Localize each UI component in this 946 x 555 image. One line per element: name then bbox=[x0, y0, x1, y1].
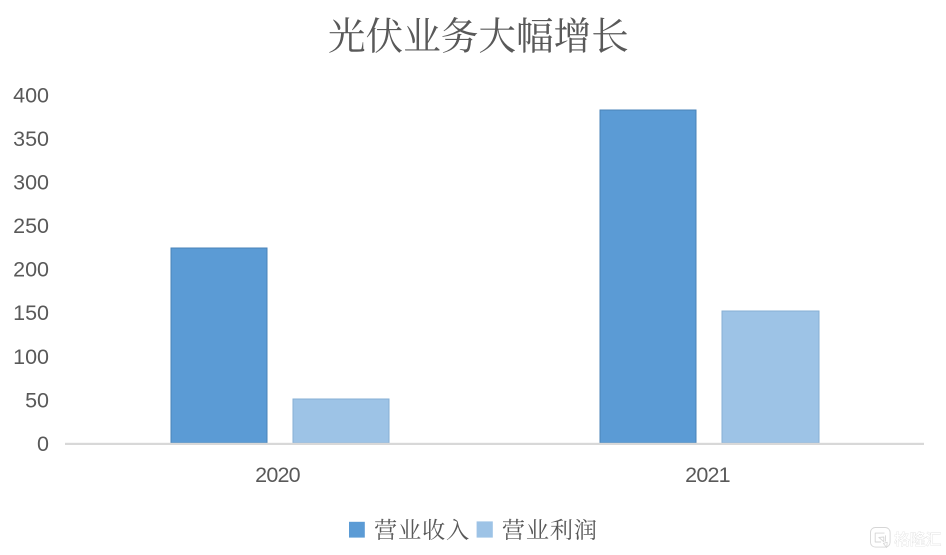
svg-text:150: 150 bbox=[13, 301, 49, 325]
svg-text:350: 350 bbox=[13, 127, 49, 151]
svg-text:2020: 2020 bbox=[255, 463, 300, 487]
svg-text:2021: 2021 bbox=[685, 463, 730, 487]
svg-text:300: 300 bbox=[13, 171, 49, 195]
svg-text:0: 0 bbox=[37, 432, 49, 456]
svg-text:400: 400 bbox=[13, 83, 49, 107]
svg-text:100: 100 bbox=[13, 345, 49, 369]
svg-text:200: 200 bbox=[13, 258, 49, 282]
svg-text:250: 250 bbox=[13, 214, 49, 238]
svg-text:50: 50 bbox=[25, 388, 49, 412]
